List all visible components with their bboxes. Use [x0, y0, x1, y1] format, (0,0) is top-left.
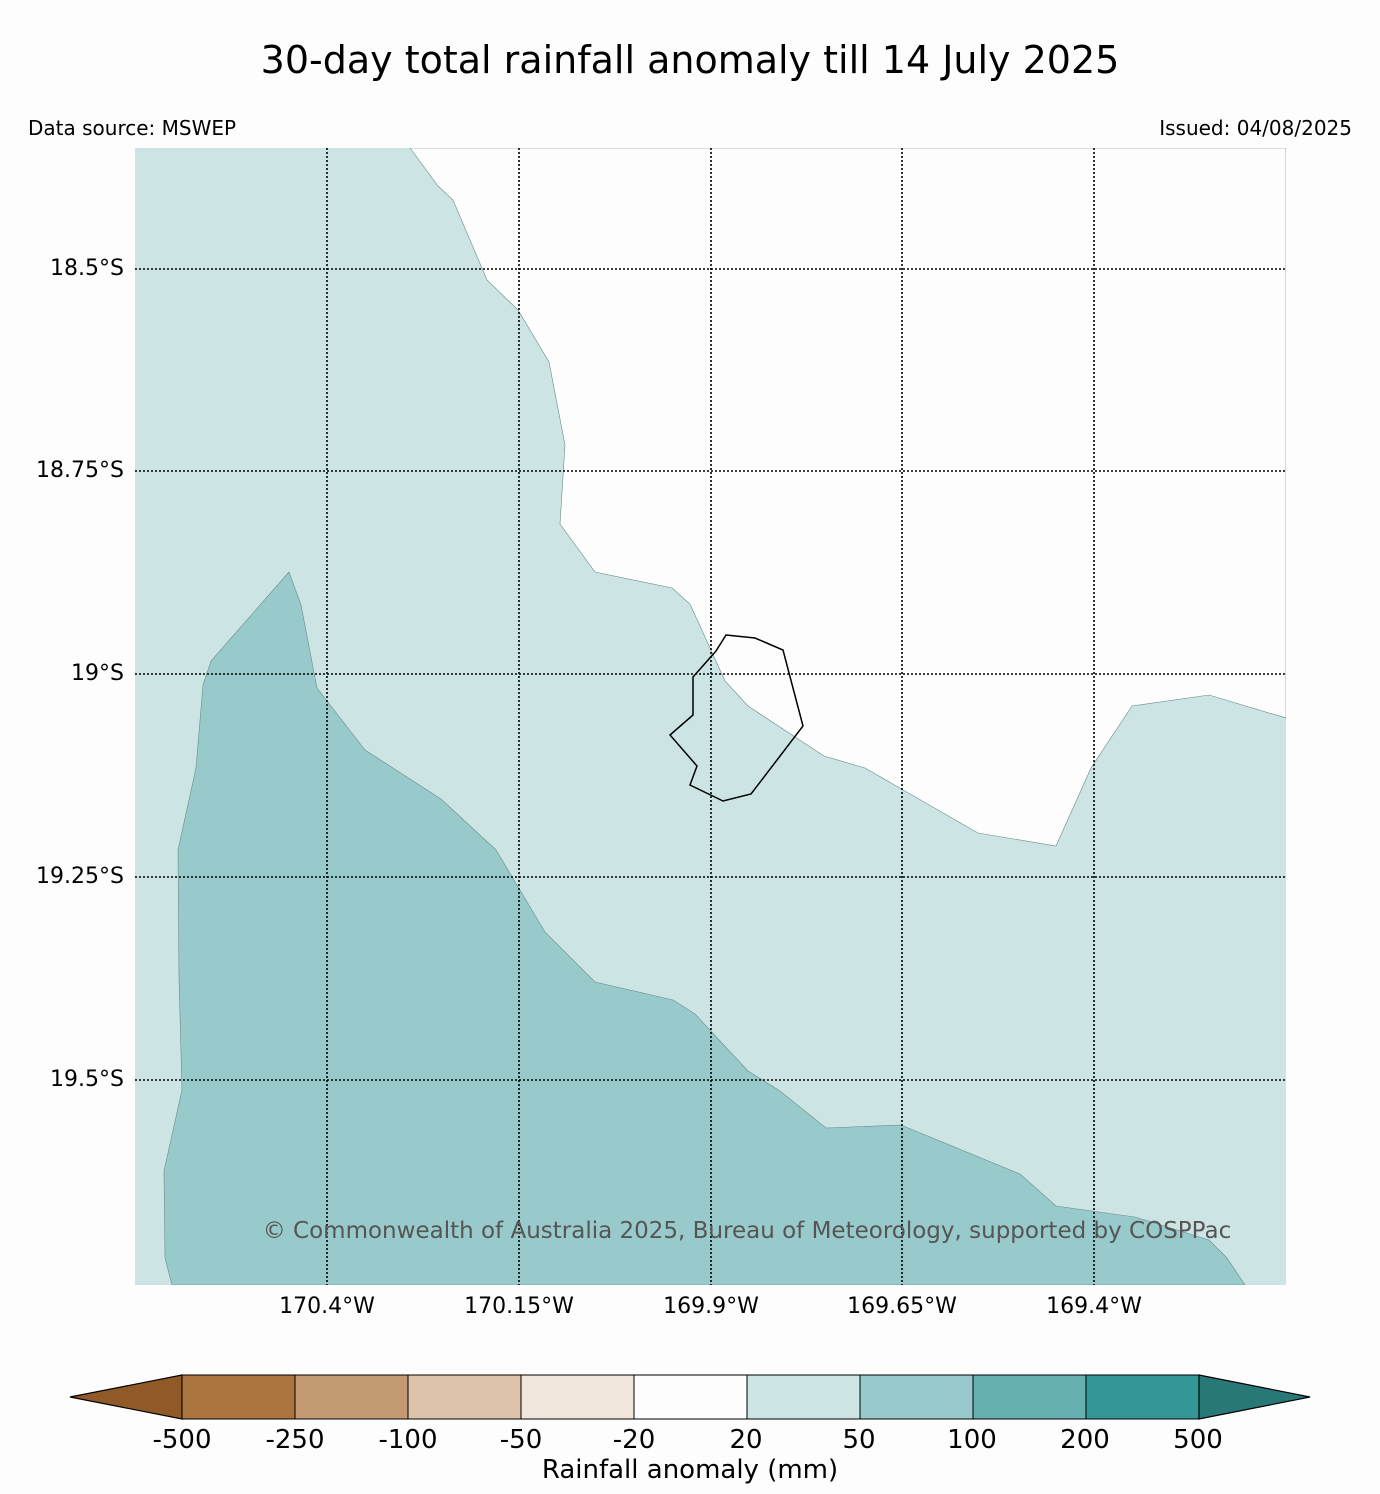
lon-label-169-4: 169.4°W — [1046, 1294, 1142, 1319]
island-outline — [668, 634, 804, 802]
lat-label-18-5: 18.5°S — [50, 256, 124, 281]
colorbar-swatch — [294, 1374, 409, 1420]
lon-label-170-15: 170.15°W — [464, 1294, 574, 1319]
colorbar-tick: 20 — [729, 1425, 763, 1455]
colorbar-tick: -250 — [265, 1425, 325, 1455]
lat-label-19-5: 19.5°S — [50, 1067, 124, 1092]
colorbar-tick: 100 — [947, 1425, 997, 1455]
anomaly-region-50-100 — [163, 571, 1246, 1285]
colorbar-swatch — [633, 1374, 748, 1420]
colorbar-extend-low — [69, 1374, 183, 1420]
lon-label-169-65: 169.65°W — [847, 1294, 957, 1319]
colorbar-title: Rainfall anomaly (mm) — [541, 1455, 839, 1485]
rainfall-map — [135, 148, 1286, 1285]
colorbar-swatch — [520, 1374, 635, 1420]
colorbar — [69, 1374, 1311, 1420]
lat-label-18-75: 18.75°S — [36, 458, 124, 483]
colorbar-swatch — [972, 1374, 1087, 1420]
colorbar-swatch — [746, 1374, 861, 1420]
lon-label-169-9: 169.9°W — [663, 1294, 759, 1319]
colorbar-swatch — [407, 1374, 522, 1420]
colorbar-extend-high — [1198, 1374, 1311, 1420]
lat-label-19: 19°S — [71, 661, 124, 686]
colorbar-tick: -20 — [612, 1425, 656, 1455]
colorbar-tick: 50 — [842, 1425, 876, 1455]
anomaly-region-minus20-20 — [409, 148, 1286, 847]
issued-date-label: Issued: 04/08/2025 — [1159, 116, 1352, 140]
colorbar-tick: 200 — [1060, 1425, 1110, 1455]
colorbar-tick: -100 — [378, 1425, 438, 1455]
colorbar-swatch — [181, 1374, 296, 1420]
colorbar-swatch — [859, 1374, 974, 1420]
colorbar-tick: -500 — [152, 1425, 212, 1455]
lat-label-19-25: 19.25°S — [36, 864, 124, 889]
lon-label-170-4: 170.4°W — [279, 1294, 375, 1319]
gridlines — [135, 148, 1286, 1285]
colorbar-swatch — [1085, 1374, 1200, 1420]
colorbar-tick: 500 — [1173, 1425, 1223, 1455]
data-source-label: Data source: MSWEP — [28, 116, 237, 140]
chart-title: 30-day total rainfall anomaly till 14 Ju… — [260, 38, 1120, 82]
copyright-notice: © Commonwealth of Australia 2025, Bureau… — [262, 1218, 1232, 1244]
colorbar-tick: -50 — [499, 1425, 543, 1455]
